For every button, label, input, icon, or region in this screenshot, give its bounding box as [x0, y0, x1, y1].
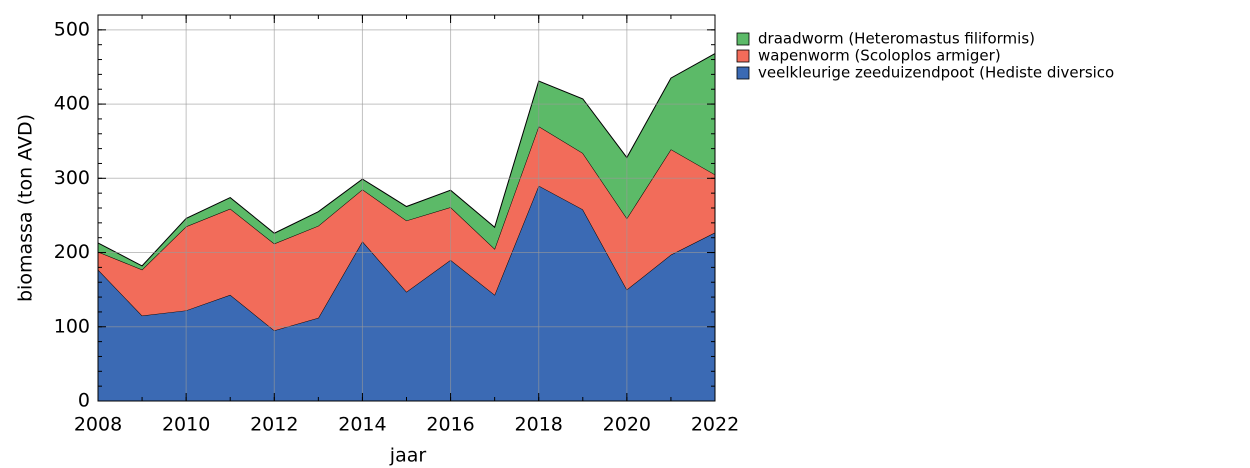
y-tick-label: 400	[54, 93, 90, 115]
legend-label: veelkleurige zeeduizendpoot (Hediste div…	[758, 64, 1114, 82]
x-tick-label: 2008	[74, 414, 122, 436]
y-tick-label: 200	[54, 241, 90, 263]
legend-label: draadworm (Heteromastus filiformis)	[758, 30, 1035, 48]
x-tick-label: 2020	[603, 414, 651, 436]
legend-label: wapenworm (Scoloplos armiger)	[758, 47, 1001, 65]
legend-swatch	[736, 49, 750, 63]
x-tick-label: 2022	[691, 414, 739, 436]
x-tick-label: 2012	[250, 414, 298, 436]
x-tick-label: 2014	[338, 414, 386, 436]
x-tick-label: 2018	[515, 414, 563, 436]
y-tick-label: 0	[78, 390, 90, 412]
x-tick-label: 2016	[426, 414, 474, 436]
y-tick-label: 500	[54, 18, 90, 40]
area	[98, 185, 715, 401]
area	[98, 126, 715, 331]
y-axis-label: biomassa (ton AVD)	[15, 114, 37, 302]
x-tick-label: 2010	[162, 414, 210, 436]
y-tick-label: 100	[54, 315, 90, 337]
y-tick-label: 300	[54, 167, 90, 189]
x-axis-label: jaar	[389, 445, 427, 467]
legend-swatch	[736, 32, 750, 46]
legend-swatch	[736, 66, 750, 80]
area-edge	[97, 53, 716, 267]
